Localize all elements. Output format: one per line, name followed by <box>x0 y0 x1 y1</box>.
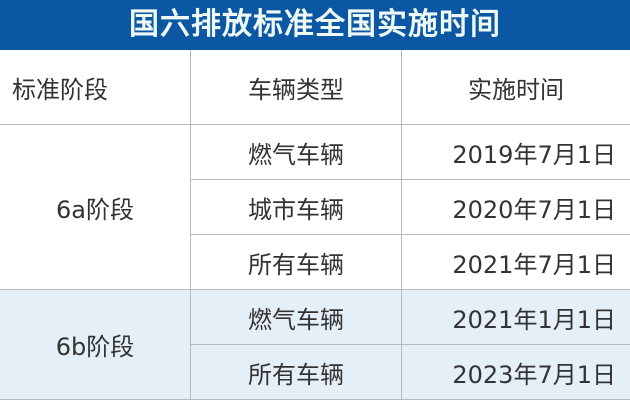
table-row: 城市车辆 2020年7月1日 <box>0 179 630 235</box>
vehicle-type-cell: 所有车辆 <box>190 344 402 400</box>
header-date: 实施时间 <box>401 50 630 125</box>
table-row: 6b阶段 燃气车辆 2021年1月1日 <box>0 289 630 400</box>
date-cell: 2019年7月1日 <box>401 124 630 180</box>
date-cell: 2021年1月1日 <box>401 289 630 345</box>
table-row: 6a阶段 燃气车辆 2019年7月1日 <box>0 124 630 290</box>
table-row: 所有车辆 2023年7月1日 <box>0 344 630 400</box>
date-cell: 2021年7月1日 <box>401 234 630 290</box>
vehicle-type-cell: 燃气车辆 <box>190 289 402 345</box>
table-title: 国六排放标准全国实施时间 <box>0 0 630 50</box>
stage-cell: 6a阶段 <box>0 124 191 290</box>
date-cell: 2023年7月1日 <box>401 344 630 400</box>
stage-cell: 6b阶段 <box>0 289 191 400</box>
vehicle-type-cell: 所有车辆 <box>190 234 402 290</box>
vehicle-type-cell: 城市车辆 <box>190 179 402 235</box>
schedule-table: 标准阶段 车辆类型 实施时间 6a阶段 燃气车辆 2019年7月1日 城市车辆 … <box>0 50 630 400</box>
header-vehicle-type: 车辆类型 <box>190 50 402 125</box>
vehicle-type-cell: 燃气车辆 <box>190 124 402 180</box>
date-cell: 2020年7月1日 <box>401 179 630 235</box>
header-row: 标准阶段 车辆类型 实施时间 <box>0 50 630 125</box>
table-row: 所有车辆 2021年7月1日 <box>0 234 630 290</box>
header-stage: 标准阶段 <box>0 50 191 125</box>
